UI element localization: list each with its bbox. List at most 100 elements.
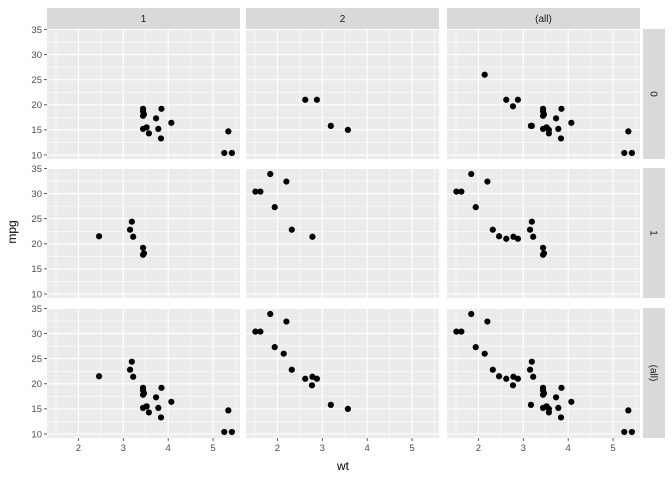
y-tick-label: 10 xyxy=(31,429,42,440)
y-tick-label: 15 xyxy=(31,264,42,275)
data-point xyxy=(257,188,264,195)
data-point xyxy=(509,103,517,110)
data-point xyxy=(252,328,259,335)
panel-1-2 xyxy=(246,167,439,298)
x-tick-label: 5 xyxy=(610,443,615,454)
x-tick-label: 5 xyxy=(409,443,414,454)
data-point xyxy=(271,204,278,211)
y-tick-label: 25 xyxy=(31,354,42,365)
data-point xyxy=(302,96,309,103)
panel-0-1 xyxy=(47,28,240,159)
y-axis-title: mpg xyxy=(5,220,19,243)
data-point xyxy=(168,398,175,405)
data-point xyxy=(152,394,160,401)
data-point xyxy=(139,105,147,112)
y-tick-label: 15 xyxy=(31,404,42,415)
panel-background xyxy=(447,168,640,298)
data-point xyxy=(527,401,535,408)
data-point xyxy=(514,96,522,103)
data-point xyxy=(313,96,321,103)
data-point xyxy=(288,366,295,373)
panel-1-1 xyxy=(47,167,240,298)
data-point xyxy=(481,350,488,357)
data-point xyxy=(510,373,517,380)
y-tick-label: 20 xyxy=(31,239,42,250)
y-tick-label: 25 xyxy=(31,75,42,86)
data-point xyxy=(495,373,503,380)
y-tick-label: 20 xyxy=(31,379,42,390)
panel-background xyxy=(447,308,640,438)
x-tick-label: 2 xyxy=(476,443,481,454)
data-point xyxy=(539,125,547,132)
panel-1-all xyxy=(447,167,640,298)
data-point xyxy=(344,405,351,412)
data-point xyxy=(139,384,147,391)
data-point xyxy=(545,126,552,133)
x-tick-label: 3 xyxy=(521,443,526,454)
x-tick-label: 2 xyxy=(275,443,280,454)
data-point xyxy=(453,188,460,195)
data-point xyxy=(540,250,548,257)
data-point xyxy=(140,250,148,257)
data-point xyxy=(280,350,287,357)
data-point xyxy=(489,366,496,373)
data-point xyxy=(271,344,278,351)
y-tick-label: 35 xyxy=(31,164,42,175)
strip-right-label: 0 xyxy=(648,91,659,97)
panel-background xyxy=(47,168,240,298)
data-point xyxy=(130,373,137,380)
strip-right-1 xyxy=(643,168,665,298)
data-point xyxy=(503,375,510,382)
data-point xyxy=(145,409,152,416)
data-point xyxy=(625,128,632,135)
data-point xyxy=(126,366,134,373)
x-axis-title: wt xyxy=(336,459,350,473)
panel-0-2 xyxy=(246,28,439,159)
data-point xyxy=(157,414,165,421)
data-point xyxy=(526,226,534,233)
data-point xyxy=(557,414,565,421)
y-tick-label: 35 xyxy=(31,25,42,36)
data-point xyxy=(158,105,165,112)
y-tick-label: 25 xyxy=(31,214,42,225)
strip-right-label: 1 xyxy=(648,230,659,236)
data-point xyxy=(267,170,274,178)
data-point xyxy=(302,375,309,382)
data-point xyxy=(527,122,535,129)
data-point xyxy=(509,382,517,389)
x-tick-label: 4 xyxy=(166,443,171,454)
data-point xyxy=(155,125,162,132)
y-tick-label: 35 xyxy=(31,304,42,315)
x-tick-label: 3 xyxy=(320,443,325,454)
data-point xyxy=(558,105,565,112)
data-point xyxy=(472,344,479,351)
panel-all-1 xyxy=(47,307,240,438)
strip-right-label: (all) xyxy=(648,365,659,382)
data-point xyxy=(484,318,491,325)
data-point xyxy=(514,235,522,242)
data-point xyxy=(267,310,274,318)
data-point xyxy=(327,401,334,408)
strip-top-label: 1 xyxy=(141,14,147,25)
x-tick-label: 5 xyxy=(210,443,215,454)
strip-right-all xyxy=(643,308,665,438)
data-point xyxy=(539,112,547,119)
data-point xyxy=(468,170,475,178)
data-point xyxy=(257,328,264,335)
y-tick-label: 10 xyxy=(31,150,42,161)
data-point xyxy=(621,428,628,436)
data-point xyxy=(628,428,636,436)
strip-top-1 xyxy=(47,8,240,29)
data-point xyxy=(625,407,632,414)
strip-top-2 xyxy=(246,8,439,29)
data-point xyxy=(139,391,147,398)
data-point xyxy=(539,384,547,391)
data-point xyxy=(130,233,137,240)
data-point xyxy=(139,244,147,251)
y-tick-label: 10 xyxy=(31,289,42,300)
data-point xyxy=(539,105,547,112)
data-point xyxy=(145,130,152,137)
data-point xyxy=(225,407,232,414)
data-point xyxy=(221,428,228,436)
strip-top-label: 2 xyxy=(340,14,346,25)
